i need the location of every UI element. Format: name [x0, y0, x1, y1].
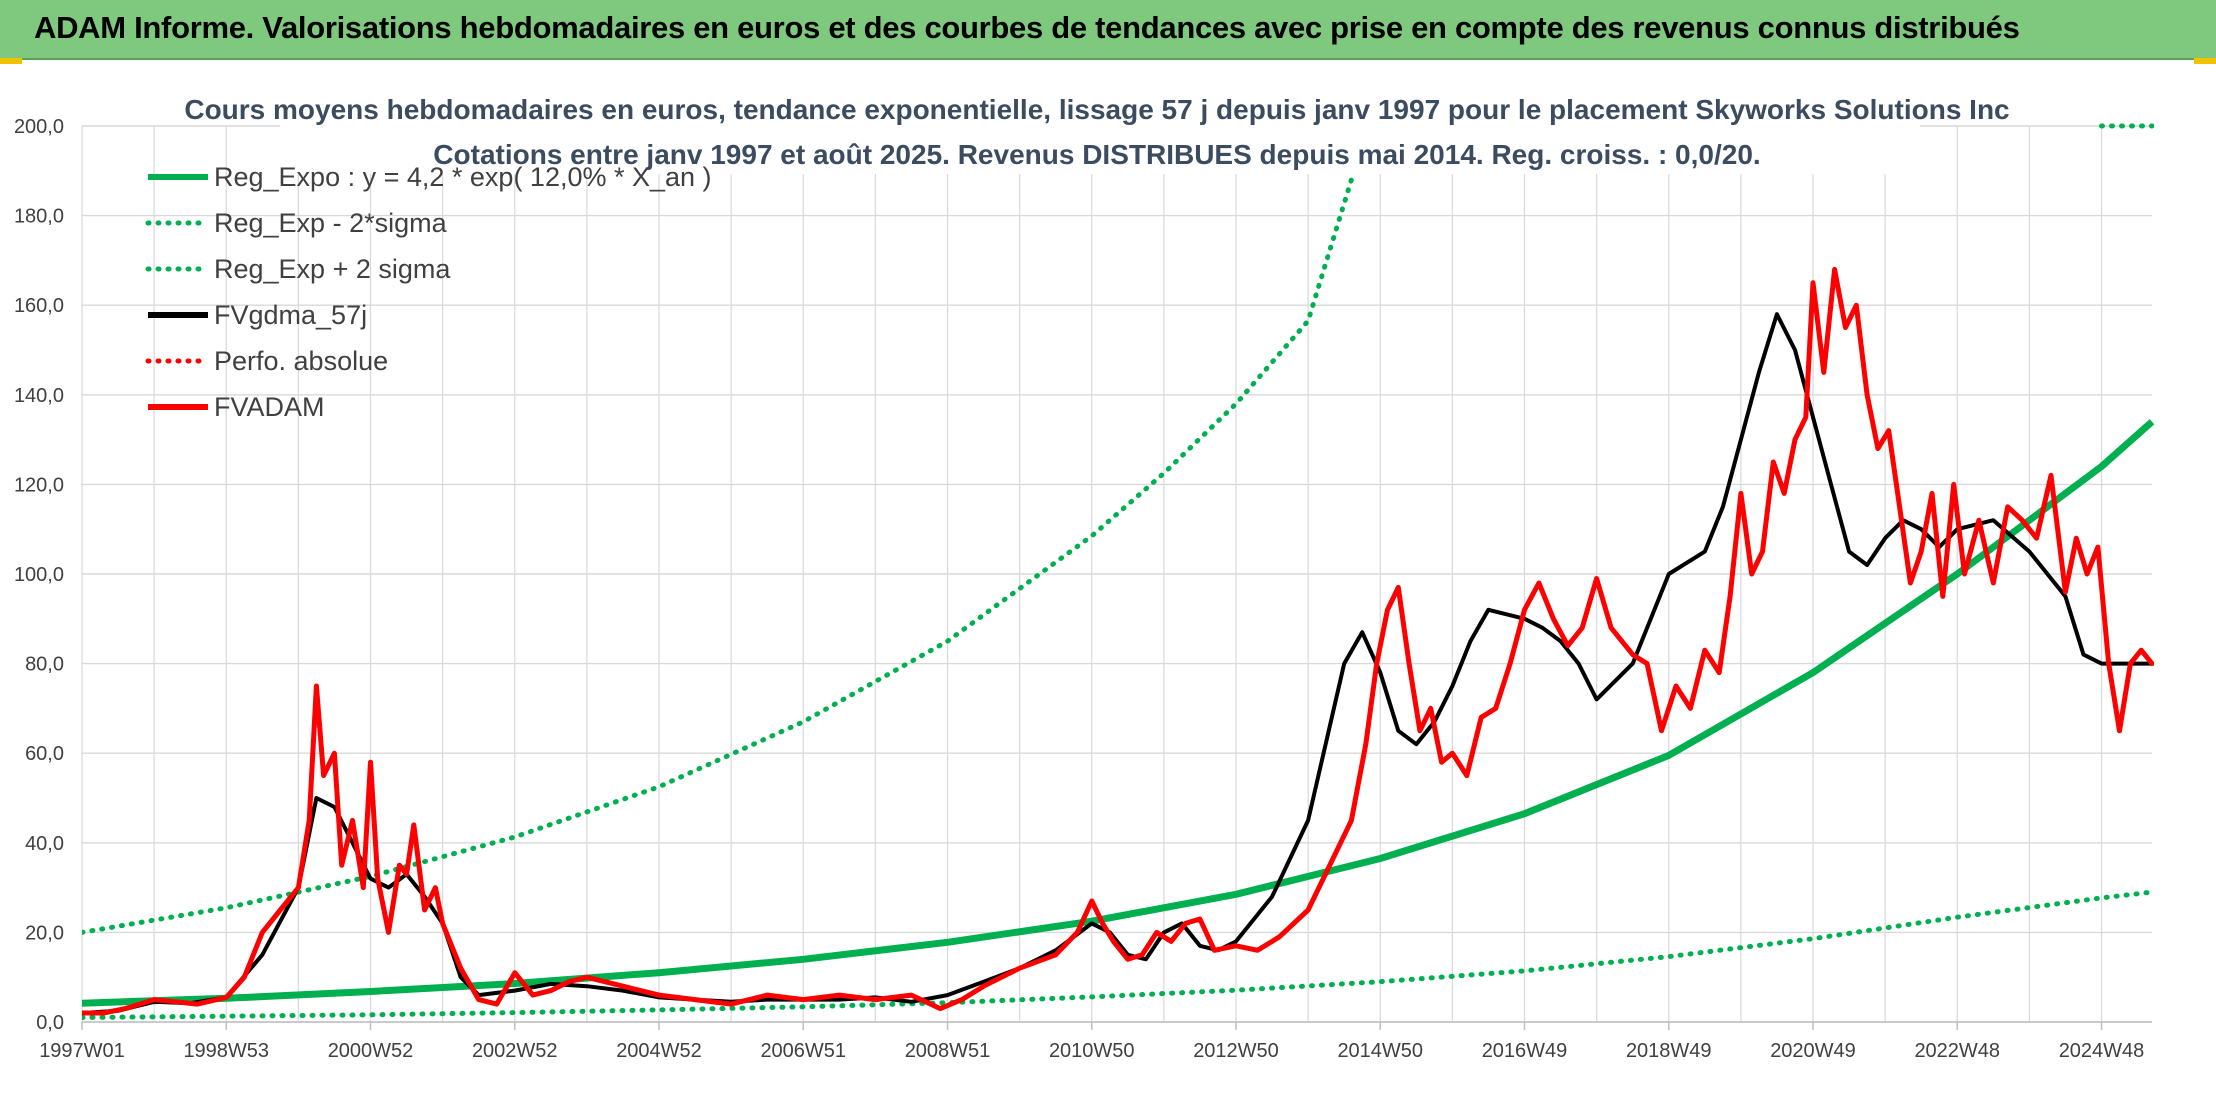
report-banner: ADAM Informe. Valorisations hebdomadaire…	[0, 0, 2216, 60]
report-title: ADAM Informe. Valorisations hebdomadaire…	[34, 10, 2020, 45]
plot-area	[82, 123, 2154, 1020]
corner-marker-right	[2194, 58, 2216, 64]
y-tick-label: 100,0	[14, 564, 64, 586]
legend-label: Reg_Exp - 2*sigma	[214, 208, 448, 238]
series-reg-exp-minus-2-sigma	[82, 889, 2154, 1020]
series-reg-expo	[82, 419, 2154, 1007]
y-axis-labels: 0,0 20,0 40,0 60,0 80,0 100,0 120,0 140,0 160,0 1…	[14, 116, 64, 1034]
x-tick-label: 2010W50	[1049, 1040, 1135, 1062]
y-tick-label: 20,0	[25, 922, 64, 944]
y-tick-label: 120,0	[14, 474, 64, 496]
x-tick-label: 2016W49	[1482, 1040, 1568, 1062]
legend: Reg_Expo : y = 4,2 * exp( 12,0% * X_an )…	[145, 162, 712, 422]
y-tick-label: 80,0	[25, 654, 64, 676]
x-tick-label: 2020W49	[1770, 1040, 1856, 1062]
series-fvadam	[82, 266, 2154, 1016]
legend-label: Perfo. absolue	[214, 346, 388, 376]
x-tick-label: 2014W50	[1337, 1040, 1423, 1062]
x-axis-labels: 1997W01 1998W53 2000W52 2002W52 2004W52 2006W…	[39, 1022, 2144, 1062]
y-tick-label: 40,0	[25, 833, 64, 855]
x-tick-label: 2006W51	[760, 1040, 846, 1062]
x-tick-label: 2000W52	[328, 1040, 414, 1062]
chart-title: Cours moyens hebdomadaires en euros, ten…	[184, 94, 2009, 125]
legend-label: Reg_Expo : y = 4,2 * exp( 12,0% * X_an )	[214, 162, 712, 192]
x-tick-label: 2004W52	[616, 1040, 702, 1062]
legend-label: FVADAM	[214, 392, 325, 422]
legend-label: FVgdma_57j	[214, 300, 367, 330]
x-tick-label: 2012W50	[1193, 1040, 1279, 1062]
y-tick-label: 180,0	[14, 206, 64, 228]
x-tick-label: 1997W01	[39, 1040, 125, 1062]
corner-marker-left	[0, 58, 22, 64]
x-tick-label: 2008W51	[905, 1040, 991, 1062]
chart-titles: Cours moyens hebdomadaires en euros, ten…	[184, 90, 2010, 174]
y-tick-label: 140,0	[14, 385, 64, 407]
chart-subtitle: Cotations entre janv 1997 et août 2025. …	[433, 139, 1760, 170]
series-reg-exp-plus-2-sigma	[82, 177, 1354, 935]
x-tick-label: 2024W48	[2059, 1040, 2145, 1062]
y-tick-label: 200,0	[14, 116, 64, 138]
title-background	[280, 90, 1920, 174]
y-tick-label: 0,0	[36, 1012, 64, 1034]
legend-label: Reg_Exp + 2 sigma	[214, 254, 451, 284]
chart: 0,0 20,0 40,0 60,0 80,0 100,0 120,0 140,0 160,0 1…	[14, 90, 2154, 1062]
y-tick-label: 60,0	[25, 743, 64, 765]
y-tick-label: 160,0	[14, 295, 64, 317]
x-tick-label: 1998W53	[183, 1040, 269, 1062]
x-tick-label: 2002W52	[472, 1040, 558, 1062]
x-tick-label: 2022W48	[1914, 1040, 2000, 1062]
x-tick-label: 2018W49	[1626, 1040, 1712, 1062]
